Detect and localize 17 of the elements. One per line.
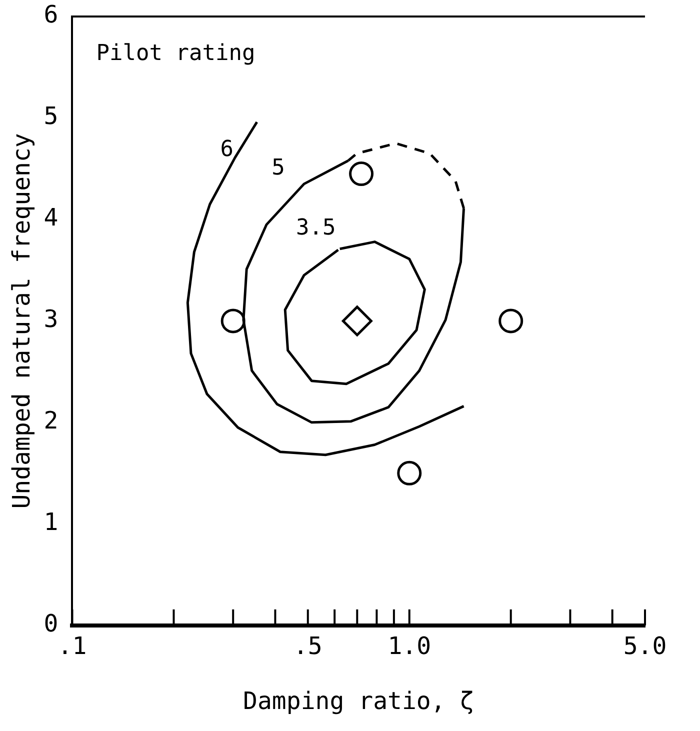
x-tick-label: .1 [58, 632, 87, 660]
y-tick-label: 1 [44, 508, 58, 536]
x-tick-label: 1.0 [388, 632, 432, 660]
y-axis-title: Undamped natural frequency [8, 133, 36, 509]
y-tick-label: 6 [44, 0, 58, 29]
series-label: 6 [220, 136, 234, 162]
series-label: 3.5 [296, 216, 336, 241]
y-tick-label: 4 [44, 204, 58, 232]
y-tick-label: 3 [44, 305, 58, 334]
y-tick-label: 5 [44, 102, 58, 130]
x-tick-label: .5 [293, 632, 322, 660]
x-tick-label: 5.0 [623, 632, 667, 660]
x-axis-title: Damping ratio, ζ [243, 686, 474, 715]
y-tick-label: 0 [44, 610, 58, 638]
series-label: 5 [272, 155, 285, 180]
y-tick-label: 2 [44, 406, 58, 435]
text: Pilot rating [96, 41, 256, 66]
